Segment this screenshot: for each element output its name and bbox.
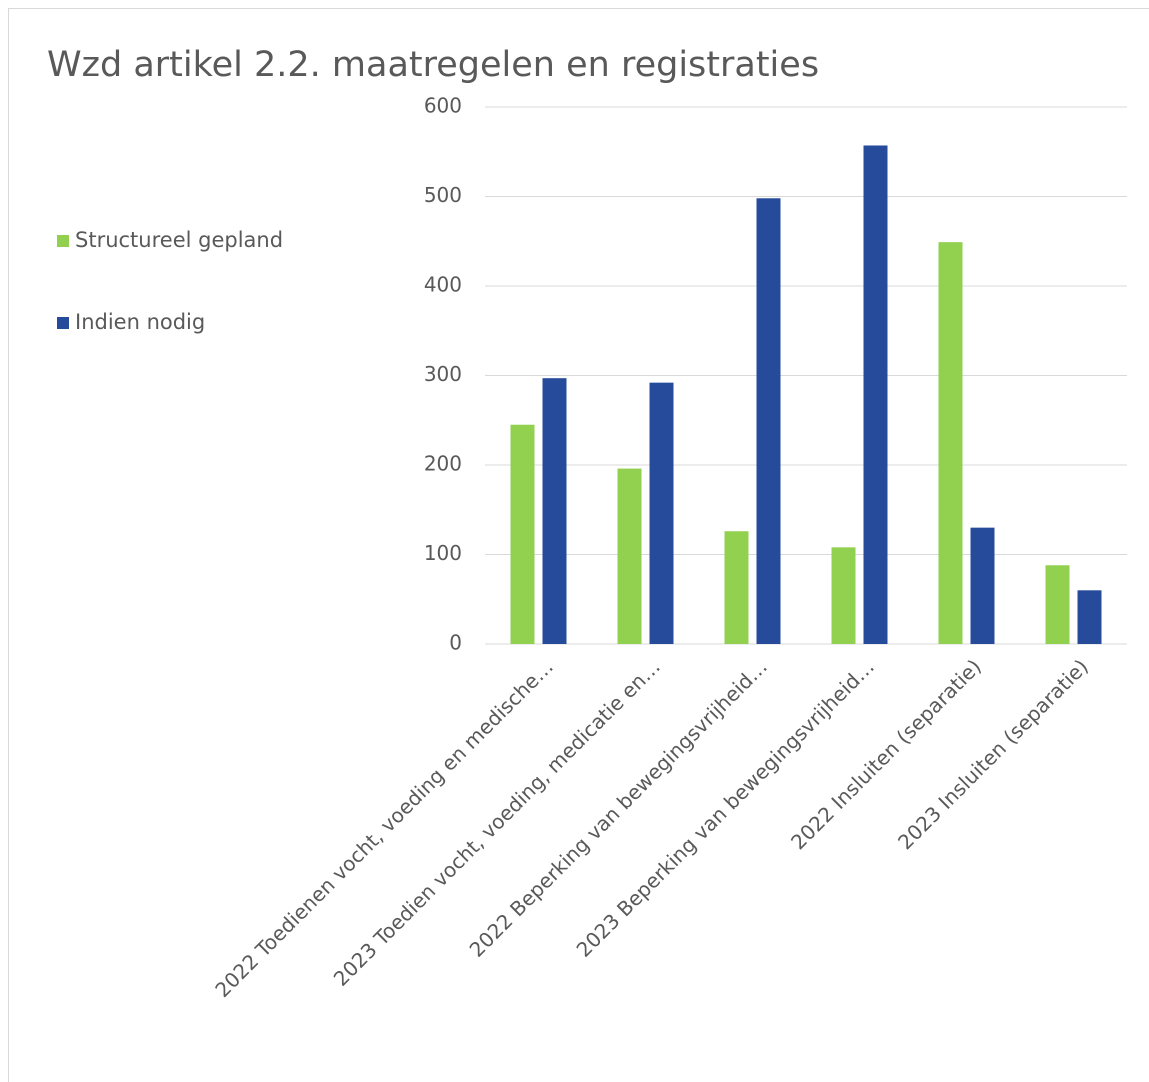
bar: [617, 468, 642, 644]
bar: [970, 527, 995, 644]
legend-swatch: [57, 317, 69, 329]
bar: [542, 378, 567, 644]
y-tick-label: 300: [424, 362, 462, 386]
y-tick-label: 100: [424, 541, 462, 565]
bar: [1077, 590, 1102, 644]
y-tick-label: 500: [424, 183, 462, 207]
bar: [510, 424, 535, 644]
bar: [724, 531, 749, 644]
bar: [756, 198, 781, 645]
legend-swatch: [57, 235, 69, 247]
legend-label: Indien nodig: [75, 310, 205, 334]
legend-label: Structureel gepland: [75, 228, 283, 252]
bar: [1045, 565, 1070, 644]
y-tick-label: 600: [424, 94, 462, 118]
y-tick-label: 200: [424, 452, 462, 476]
bar: [649, 382, 674, 644]
y-tick-label: 400: [424, 273, 462, 297]
bar: [831, 547, 856, 644]
chart-title: Wzd artikel 2.2. maatregelen en registra…: [47, 45, 819, 85]
bar: [938, 242, 963, 644]
bar: [863, 145, 888, 645]
y-tick-label: 0: [449, 631, 462, 655]
